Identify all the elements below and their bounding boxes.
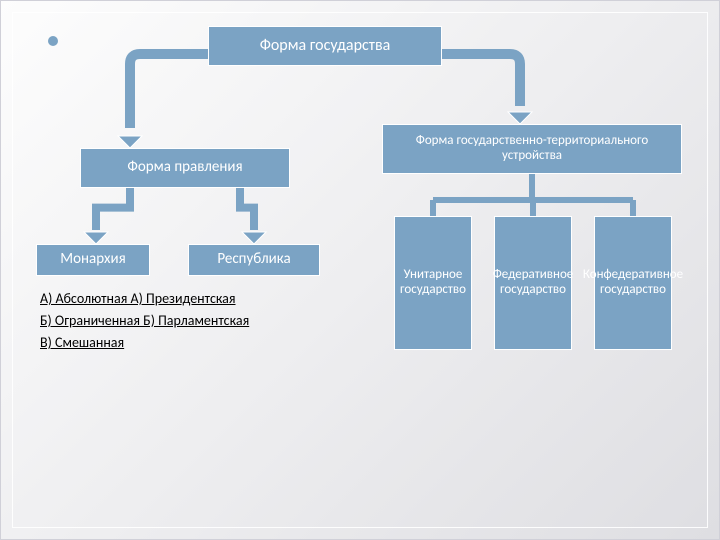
- node-federal: Федеративное государство: [494, 216, 572, 350]
- listing-line-1: Б) Ограниченная Б) Парламентская: [40, 312, 249, 329]
- node-unitary: Унитарное государство: [394, 216, 472, 350]
- listing-line-2: В) Смешанная: [40, 334, 124, 351]
- node-monarchy: Монархия: [36, 244, 150, 276]
- node-confed: Конфедеративное государство: [594, 216, 672, 350]
- node-root: Форма государства: [208, 26, 442, 66]
- node-govForm: Форма правления: [80, 148, 290, 188]
- node-terrForm: Форма государственно-территориального ус…: [382, 124, 682, 174]
- listing-line-0: А) Абсолютная А) Президентская: [40, 290, 236, 307]
- node-republic: Республика: [188, 244, 320, 276]
- bullet-icon: [48, 36, 58, 46]
